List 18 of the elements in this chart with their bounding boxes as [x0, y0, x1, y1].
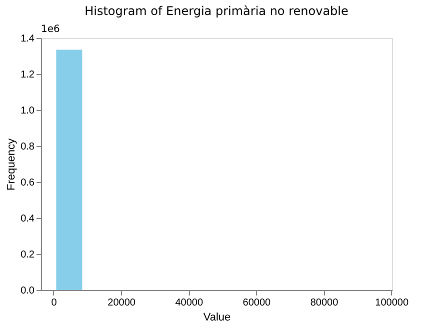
x-tick-label: 100000 — [375, 298, 409, 308]
y-tick-label: 0.6 — [20, 178, 35, 188]
x-tick-label: 0 — [51, 298, 58, 308]
y-tick-label: 0.4 — [20, 214, 35, 224]
y-tick-label: 0.0 — [20, 286, 35, 296]
y-tick-label: 0.8 — [20, 142, 35, 152]
x-tick-label: 40000 — [175, 298, 204, 308]
chart-title: Histogram of Energia primària no renovable — [84, 4, 348, 18]
x-tick-label: 20000 — [108, 298, 136, 308]
x-tick-label: 60000 — [242, 298, 272, 308]
y-tick-label: 1.4 — [20, 34, 35, 44]
y-tick-label: 1.0 — [20, 106, 35, 116]
y-tick-label: 1.2 — [20, 70, 35, 80]
x-tick-label: 80000 — [310, 298, 339, 308]
y-axis-title: Frequency — [6, 138, 18, 190]
x-axis-title: Value — [203, 312, 231, 324]
text: 1e6 — [41, 24, 60, 35]
y-tick-label: 0.2 — [20, 250, 35, 260]
